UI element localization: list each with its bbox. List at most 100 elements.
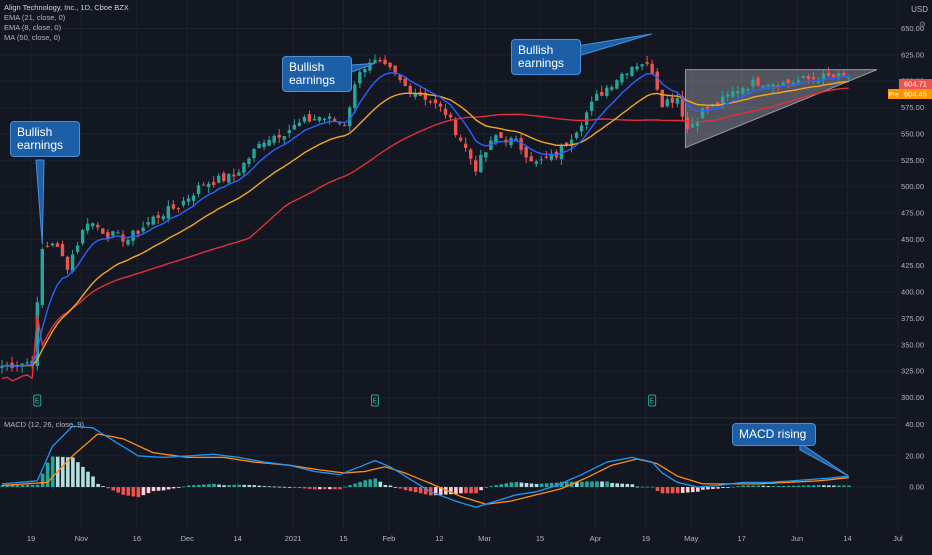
candle-body (312, 119, 317, 121)
price-axis-label: 650.00 (901, 24, 924, 33)
candles (0, 54, 851, 374)
macd-legend[interactable]: MACD (12, 26, close, 9) (4, 420, 84, 430)
candle-body (756, 77, 760, 86)
macd-histogram-bar (348, 485, 352, 488)
legend-ema21[interactable]: EMA (21, close, 0) (4, 13, 66, 22)
macd-histogram-bar (277, 486, 282, 488)
candle-body (650, 63, 654, 75)
macd-histogram-bar (559, 481, 564, 488)
candle-body (736, 90, 740, 94)
macd-histogram-bar (146, 487, 151, 494)
macd-histogram-bar (827, 485, 831, 488)
candle-body (60, 243, 65, 257)
candle-body (398, 74, 402, 80)
candle-body (771, 84, 775, 89)
macd-histogram-bar (534, 483, 539, 488)
candle-body (211, 182, 216, 186)
candle-body (595, 93, 599, 101)
macd-histogram-bar (539, 483, 544, 488)
candle-body (705, 106, 710, 110)
callout-pointer-1 (35, 159, 45, 245)
time-axis-label: Feb (382, 534, 395, 543)
macd-histogram-bar (50, 456, 55, 488)
candle-body (463, 143, 468, 148)
macd-histogram-bar (741, 485, 745, 488)
macd-axis-label: 20.00 (905, 451, 924, 460)
time-axis-label: 2021 (285, 534, 302, 543)
moving-averages (1, 72, 849, 382)
macd-histogram-bar (645, 486, 650, 488)
macd-histogram-bar (610, 482, 614, 488)
currency-label[interactable]: USD (911, 5, 928, 14)
macd-histogram-bar (806, 485, 811, 488)
ma50-line (1, 87, 849, 382)
candle-body (796, 80, 801, 83)
candle-body (343, 125, 347, 127)
macd-histogram-bar (247, 485, 252, 488)
time-axis-label: Jun (791, 534, 803, 543)
macd-histogram-bar (227, 485, 231, 488)
price-axis-label: 450.00 (901, 235, 924, 244)
macd-histogram-bar (423, 487, 428, 495)
earnings-e-glyph (650, 397, 654, 404)
candle-body (237, 172, 241, 176)
candle-body (358, 72, 362, 84)
candle-body (186, 198, 191, 202)
candle-body (499, 132, 503, 138)
candle-body (85, 223, 90, 231)
candle-body (378, 59, 382, 62)
macd-histogram-bar (721, 487, 725, 488)
candle-body (40, 249, 45, 305)
macd-histogram-bar (45, 462, 50, 488)
candle-body (383, 59, 387, 65)
candle-body (348, 107, 352, 127)
macd-histogram-bar (207, 484, 211, 488)
macd-histogram-bar (212, 483, 216, 488)
candle-body (428, 101, 433, 103)
candle-body (620, 73, 624, 83)
grid (0, 0, 899, 530)
candle-body (176, 208, 181, 210)
macd-histogram-bar (136, 487, 141, 498)
macd-histogram-bar (499, 484, 504, 488)
macd-histogram-bar (141, 487, 146, 496)
legend-ma50[interactable]: MA (50, close, 0) (4, 33, 61, 42)
candle-body (161, 216, 165, 220)
price-axis-label: 300.00 (901, 393, 924, 402)
macd-histogram-bar (35, 484, 40, 488)
candle-body (826, 72, 831, 76)
legend-ema8[interactable]: EMA (8, close, 0) (4, 23, 62, 32)
candle-body (776, 85, 780, 88)
candle-body (80, 230, 85, 244)
macd-histogram-bar (711, 487, 715, 489)
candle-body (302, 116, 307, 122)
last-price-tag (899, 79, 932, 89)
macd-histogram-bar (101, 486, 105, 488)
candle-body (731, 91, 735, 98)
macd-histogram-bar (524, 482, 529, 488)
macd-histogram-bar (701, 487, 705, 490)
candle-body (232, 174, 236, 177)
macd-histogram-bar (494, 485, 499, 488)
candle-body (327, 116, 332, 119)
macd-line (1, 425, 849, 508)
candle-body (96, 224, 100, 228)
candle-body (695, 121, 700, 127)
candle-body (675, 97, 680, 104)
macd-histogram-bar (192, 485, 196, 488)
macd-histogram-bar (469, 487, 473, 494)
macd-panel (0, 425, 851, 508)
candle-body (277, 134, 281, 138)
candle-body (227, 173, 231, 183)
macd-histogram-bar (373, 478, 378, 488)
candle-body (272, 135, 276, 143)
macd-histogram-bar (267, 486, 272, 488)
candle-body (201, 184, 206, 186)
macd-histogram-bar (444, 487, 448, 495)
macd-histogram-bar (670, 487, 675, 494)
macd-histogram-bar (86, 471, 90, 488)
settings-icon[interactable]: ⚙ (918, 20, 926, 29)
candle-body (292, 124, 297, 130)
macd-histogram-bar (10, 485, 15, 488)
